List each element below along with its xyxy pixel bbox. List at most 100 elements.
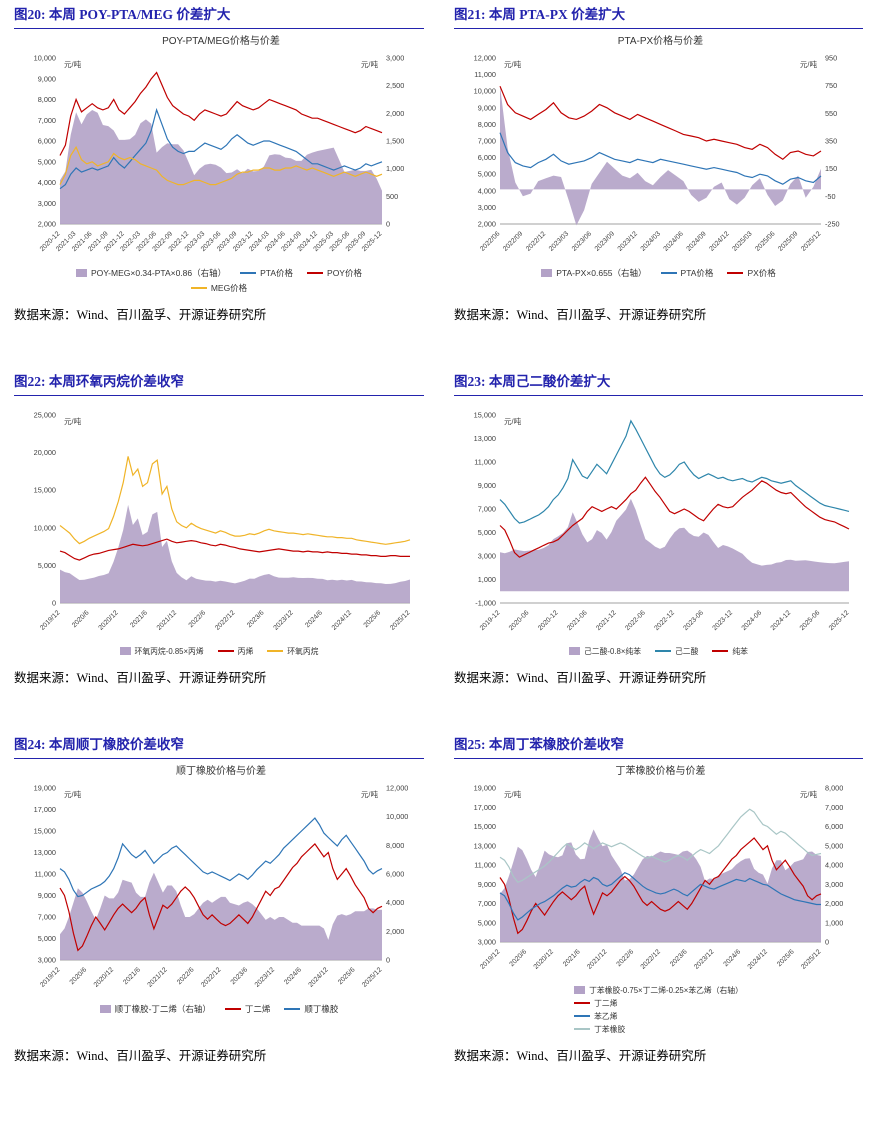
series-line — [499, 132, 822, 185]
x-axis-label: 2024/12 — [708, 230, 730, 252]
y-axis-label: -1,000 — [475, 598, 496, 607]
x-axis-label: 2023-12 — [711, 609, 734, 632]
x-axis-label: 2023/09 — [594, 230, 616, 252]
x-axis-label: 2024/06 — [663, 230, 685, 252]
legend-label: MEG价格 — [210, 282, 248, 293]
y-axis-label: 9,000 — [478, 481, 496, 490]
x-axis-label: 2023/6 — [230, 966, 250, 986]
legend-area-swatch — [541, 268, 553, 277]
y-axis-label: 8,000 — [386, 840, 404, 849]
axis-unit-left: 元/吨 — [504, 789, 522, 799]
y-axis-label: 750 — [825, 81, 837, 90]
y-axis-label: 7,000 — [38, 116, 56, 125]
legend-item: PX价格 — [727, 267, 776, 279]
figure-23: 图23: 本周己二酸价差扩大 元/吨 -1,000 1,000 3,000 5,000 7… — [454, 373, 863, 686]
y-axis-label: 3,000 — [825, 879, 843, 888]
figure-23-caption: 图23: 本周己二酸价差扩大 — [454, 373, 863, 396]
x-axis-label: 2019/12 — [39, 609, 61, 631]
chart-pta-px-legend: PTA-PX×0.655（右轴） PTA价格 PX价格 — [541, 267, 776, 279]
series-area — [60, 109, 382, 224]
y-axis-label: 2,000 — [38, 219, 56, 228]
y-axis-label: 5,000 — [478, 528, 496, 537]
y-axis-label: 150 — [825, 164, 837, 173]
chart-sbr-rubber: 丁苯橡胶价格与价差 元/吨 元/吨 3,000 5,000 7,000 9,000 11,00… — [454, 762, 863, 984]
y-axis-label: 15,000 — [34, 826, 56, 835]
y-axis-label: 15,000 — [34, 485, 56, 494]
x-axis-label: 2020/12 — [93, 966, 115, 988]
legend-item: 环氧丙烷 — [267, 646, 318, 657]
y-axis-label: 0 — [386, 955, 390, 964]
figure-22-caption: 图22: 本周环氧丙烷价差收窄 — [14, 373, 424, 396]
y-axis-label: 25,000 — [34, 410, 56, 419]
legend-label: POY价格 — [327, 267, 362, 278]
x-axis-label: 2020/6 — [71, 609, 91, 629]
legend-label: 环氧丙烷 — [287, 646, 319, 656]
figure-23-source: 数据来源：Wind、百川盈孚、开源证券研究所 — [454, 670, 707, 685]
legend-item: 纯苯 — [712, 646, 748, 657]
y-axis-label: 17,000 — [474, 802, 496, 811]
x-axis-label: 2021/6 — [562, 948, 582, 968]
figure-21-source: 数据来源：Wind、百川盈孚、开源证券研究所 — [454, 307, 707, 322]
chart-propylene-oxide-legend: 环氧丙烷-0.85×丙烯 丙烯 环氧丙烷 — [119, 646, 318, 657]
y-axis-label: 4,000 — [825, 860, 843, 869]
y-axis-label: 9,000 — [38, 891, 56, 900]
legend-line-swatch — [284, 1007, 301, 1010]
legend-item: POY价格 — [307, 267, 362, 279]
y-axis-label: 7,000 — [825, 802, 843, 811]
series-line — [59, 71, 383, 156]
legend-item: PTA-PX×0.655（右轴） — [541, 267, 647, 279]
axis-unit-left: 元/吨 — [504, 416, 522, 426]
x-axis-label: 2019/12 — [479, 948, 501, 970]
y-axis-label: 11,000 — [474, 860, 496, 869]
legend-label: 苯乙烯 — [594, 1011, 618, 1021]
y-axis-label: 5,000 — [38, 934, 56, 943]
legend-item: 丁苯橡胶 — [574, 1024, 625, 1035]
legend-line-swatch — [574, 1002, 591, 1005]
legend-item: PTA价格 — [240, 267, 293, 279]
figure-24-source: 数据来源：Wind、百川盈孚、开源证券研究所 — [14, 1048, 267, 1063]
y-axis-label: 6,000 — [825, 822, 843, 831]
y-axis-label: 6,000 — [478, 153, 496, 162]
y-axis-label: 10,000 — [34, 53, 56, 62]
chart-poy-pta-meg: POY-PTA/MEG价格与价差 元/吨 元/吨 2,000 3,000 4,000 5,0… — [14, 32, 424, 266]
y-axis-label: 9,000 — [38, 74, 56, 83]
legend-label: 丁二烯 — [244, 1003, 271, 1014]
y-axis-label: 11,000 — [474, 70, 496, 79]
y-axis-label: 15,000 — [474, 822, 496, 831]
legend-line-swatch — [267, 650, 284, 653]
legend-label: 环氧丙烷-0.85×丙烯 — [134, 646, 204, 656]
legend-label: 顺丁橡胶 — [304, 1003, 339, 1014]
series-line — [59, 842, 383, 952]
x-axis-label: 2022/6 — [188, 609, 208, 629]
legend-item: PTA价格 — [660, 267, 713, 279]
legend-item: 己二酸 — [655, 646, 698, 657]
x-axis-label: 2021/6 — [122, 966, 142, 986]
y-axis-label: 17,000 — [34, 805, 56, 814]
x-axis-label: 2023/06 — [571, 230, 593, 252]
legend-line-swatch — [712, 650, 729, 653]
legend-item: 丁苯橡胶-0.75×丁二烯-0.25×苯乙烯（右轴） — [574, 985, 743, 996]
x-axis-label: 2019/12 — [39, 966, 61, 988]
legend-label: 己二酸 — [675, 646, 699, 656]
y-axis-label: 11,000 — [474, 457, 496, 466]
y-axis-label: 13,000 — [474, 841, 496, 850]
legend-line-swatch — [655, 650, 671, 653]
x-axis-label: 2020/12 — [533, 948, 555, 970]
y-axis-label: 4,000 — [478, 186, 496, 195]
x-axis-label: 2023/12 — [272, 609, 294, 631]
y-axis-label: 4,000 — [38, 178, 56, 187]
legend-line-swatch — [224, 1007, 241, 1010]
figure-24: 图24: 本周顺丁橡胶价差收窄 顺丁橡胶价格与价差 元/吨 元/吨 3,000 5,00… — [14, 736, 424, 1064]
axis-unit-right: 元/吨 — [800, 59, 818, 69]
y-axis-label: 3,000 — [478, 551, 496, 560]
legend-item: 丁二烯 — [574, 998, 617, 1009]
legend-line-swatch — [190, 286, 207, 289]
chart-title: PTA-PX价格与价差 — [618, 34, 703, 47]
legend-label: 纯苯 — [732, 646, 748, 656]
y-axis-label: 7,000 — [478, 136, 496, 145]
y-axis-label: 1,000 — [478, 575, 496, 584]
legend-item: 己二酸-0.8×纯苯 — [569, 646, 641, 657]
y-axis-label: -50 — [825, 192, 836, 201]
y-axis-label: 1,000 — [825, 918, 843, 927]
